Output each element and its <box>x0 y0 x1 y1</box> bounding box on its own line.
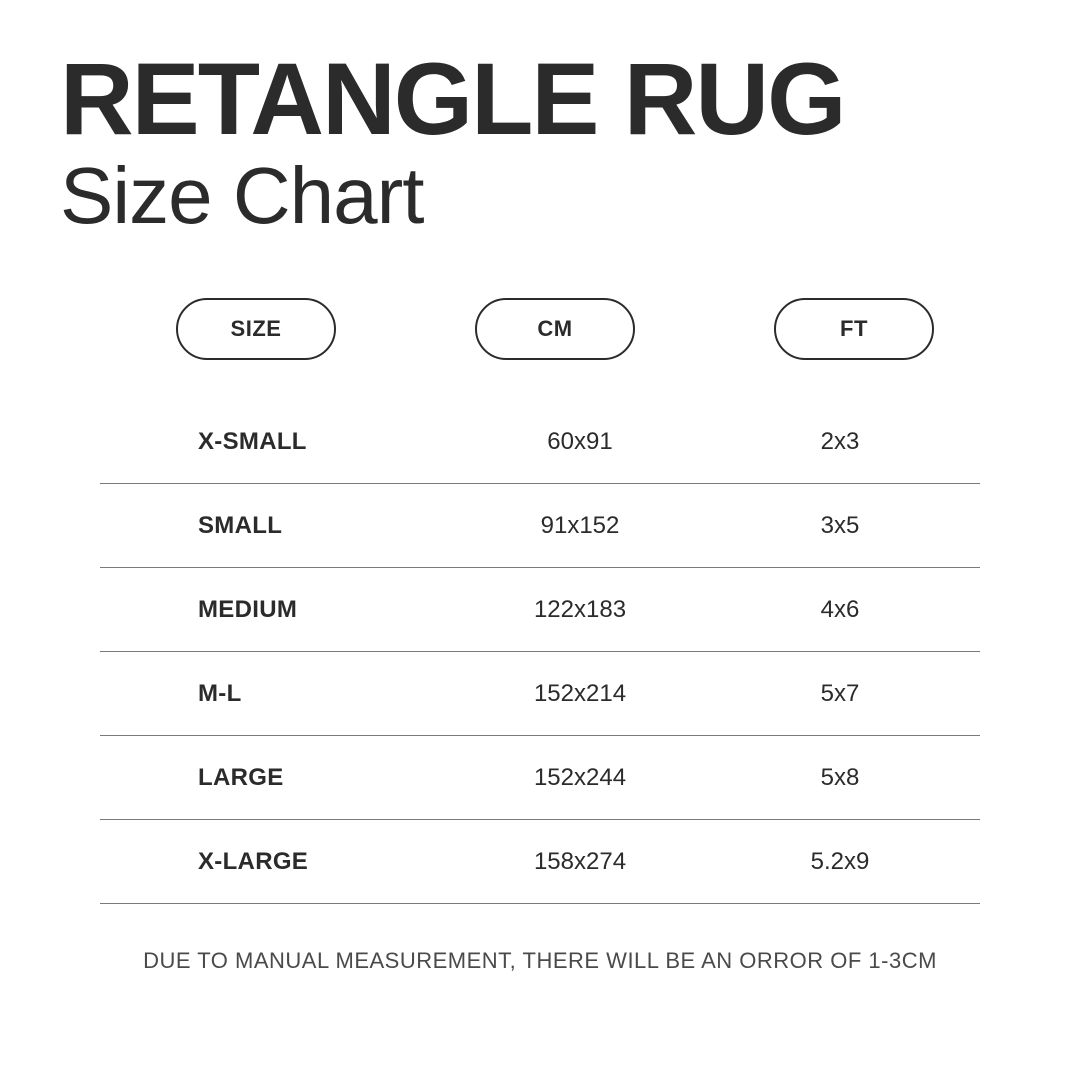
cell-ft: 5x7 <box>720 680 980 708</box>
cell-size: MEDIUM <box>100 596 440 624</box>
page-subtitle: Size Chart <box>60 150 1020 242</box>
cell-cm: 91x152 <box>440 512 720 540</box>
table-row: X-LARGE 158x274 5.2x9 <box>100 820 980 904</box>
header-block: RETANGLE RUG Size Chart <box>60 48 1020 242</box>
table-row: M-L 152x214 5x7 <box>100 652 980 736</box>
column-header-ft: FT <box>774 298 934 360</box>
table-row: MEDIUM 122x183 4x6 <box>100 568 980 652</box>
table-row: SMALL 91x152 3x5 <box>100 484 980 568</box>
cell-cm: 122x183 <box>440 596 720 624</box>
cell-cm: 60x91 <box>440 428 720 456</box>
table-row: X-SMALL 60x91 2x3 <box>100 400 980 484</box>
table-row: LARGE 152x244 5x8 <box>100 736 980 820</box>
cell-cm: 158x274 <box>440 848 720 876</box>
footnote-text: DUE TO MANUAL MEASUREMENT, THERE WILL BE… <box>60 948 1020 974</box>
cell-ft: 5x8 <box>720 764 980 792</box>
size-chart-card: RETANGLE RUG Size Chart SIZE CM FT X-SMA… <box>0 0 1080 1080</box>
cell-size: X-SMALL <box>100 428 440 456</box>
cell-ft: 2x3 <box>720 428 980 456</box>
cell-size: SMALL <box>100 512 440 540</box>
page-title: RETANGLE RUG <box>60 48 1020 150</box>
column-header-cm: CM <box>475 298 635 360</box>
cell-size: M-L <box>100 680 440 708</box>
table-header-row: SIZE CM FT <box>100 298 980 360</box>
cell-size: X-LARGE <box>100 848 440 876</box>
cell-ft: 5.2x9 <box>720 848 980 876</box>
column-header-size: SIZE <box>176 298 336 360</box>
cell-cm: 152x244 <box>440 764 720 792</box>
cell-cm: 152x214 <box>440 680 720 708</box>
size-table: SIZE CM FT X-SMALL 60x91 2x3 SMALL 91x15… <box>60 298 1020 904</box>
cell-size: LARGE <box>100 764 440 792</box>
cell-ft: 3x5 <box>720 512 980 540</box>
cell-ft: 4x6 <box>720 596 980 624</box>
